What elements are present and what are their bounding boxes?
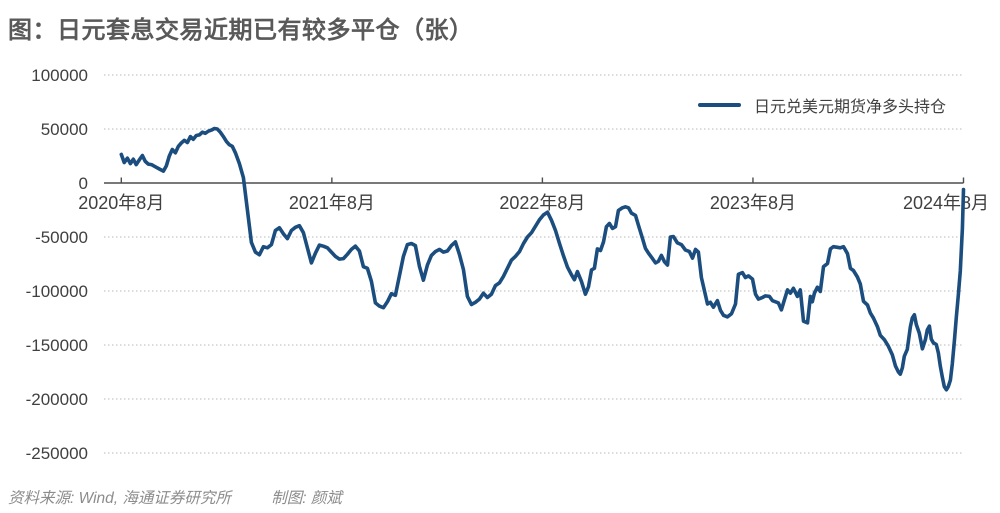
- x-tick-label: 2021年8月: [289, 193, 375, 213]
- credit-text: 制图: 颜斌: [271, 490, 342, 507]
- x-tick-label: 2024年8月: [903, 193, 989, 213]
- chart-legend: 日元兑美元期货净多头持仓: [698, 93, 946, 117]
- legend-line-swatch: [698, 103, 741, 107]
- y-tick-label: 100000: [31, 66, 88, 85]
- y-tick-label: 50000: [41, 120, 88, 139]
- y-tick-label: -100000: [26, 282, 88, 301]
- y-tick-label: -250000: [26, 444, 88, 463]
- x-tick-label: 2022年8月: [499, 193, 585, 213]
- x-tick-label: 2023年8月: [710, 193, 796, 213]
- source-text: 资料来源: Wind, 海通证券研究所: [8, 490, 231, 507]
- legend-label: 日元兑美元期货净多头持仓: [754, 99, 947, 116]
- series-line: [119, 126, 966, 392]
- y-tick-label: -50000: [35, 228, 88, 247]
- y-tick-label: -200000: [26, 390, 88, 409]
- x-tick-label: 2020年8月: [78, 193, 164, 213]
- chart-footer: 资料来源: Wind, 海通证券研究所 制图: 颜斌: [8, 486, 342, 508]
- chart-title: 图：日元套息交易近期已有较多平仓（张）: [8, 17, 474, 44]
- y-tick-label: -150000: [26, 336, 88, 355]
- y-tick-label: 0: [79, 174, 88, 193]
